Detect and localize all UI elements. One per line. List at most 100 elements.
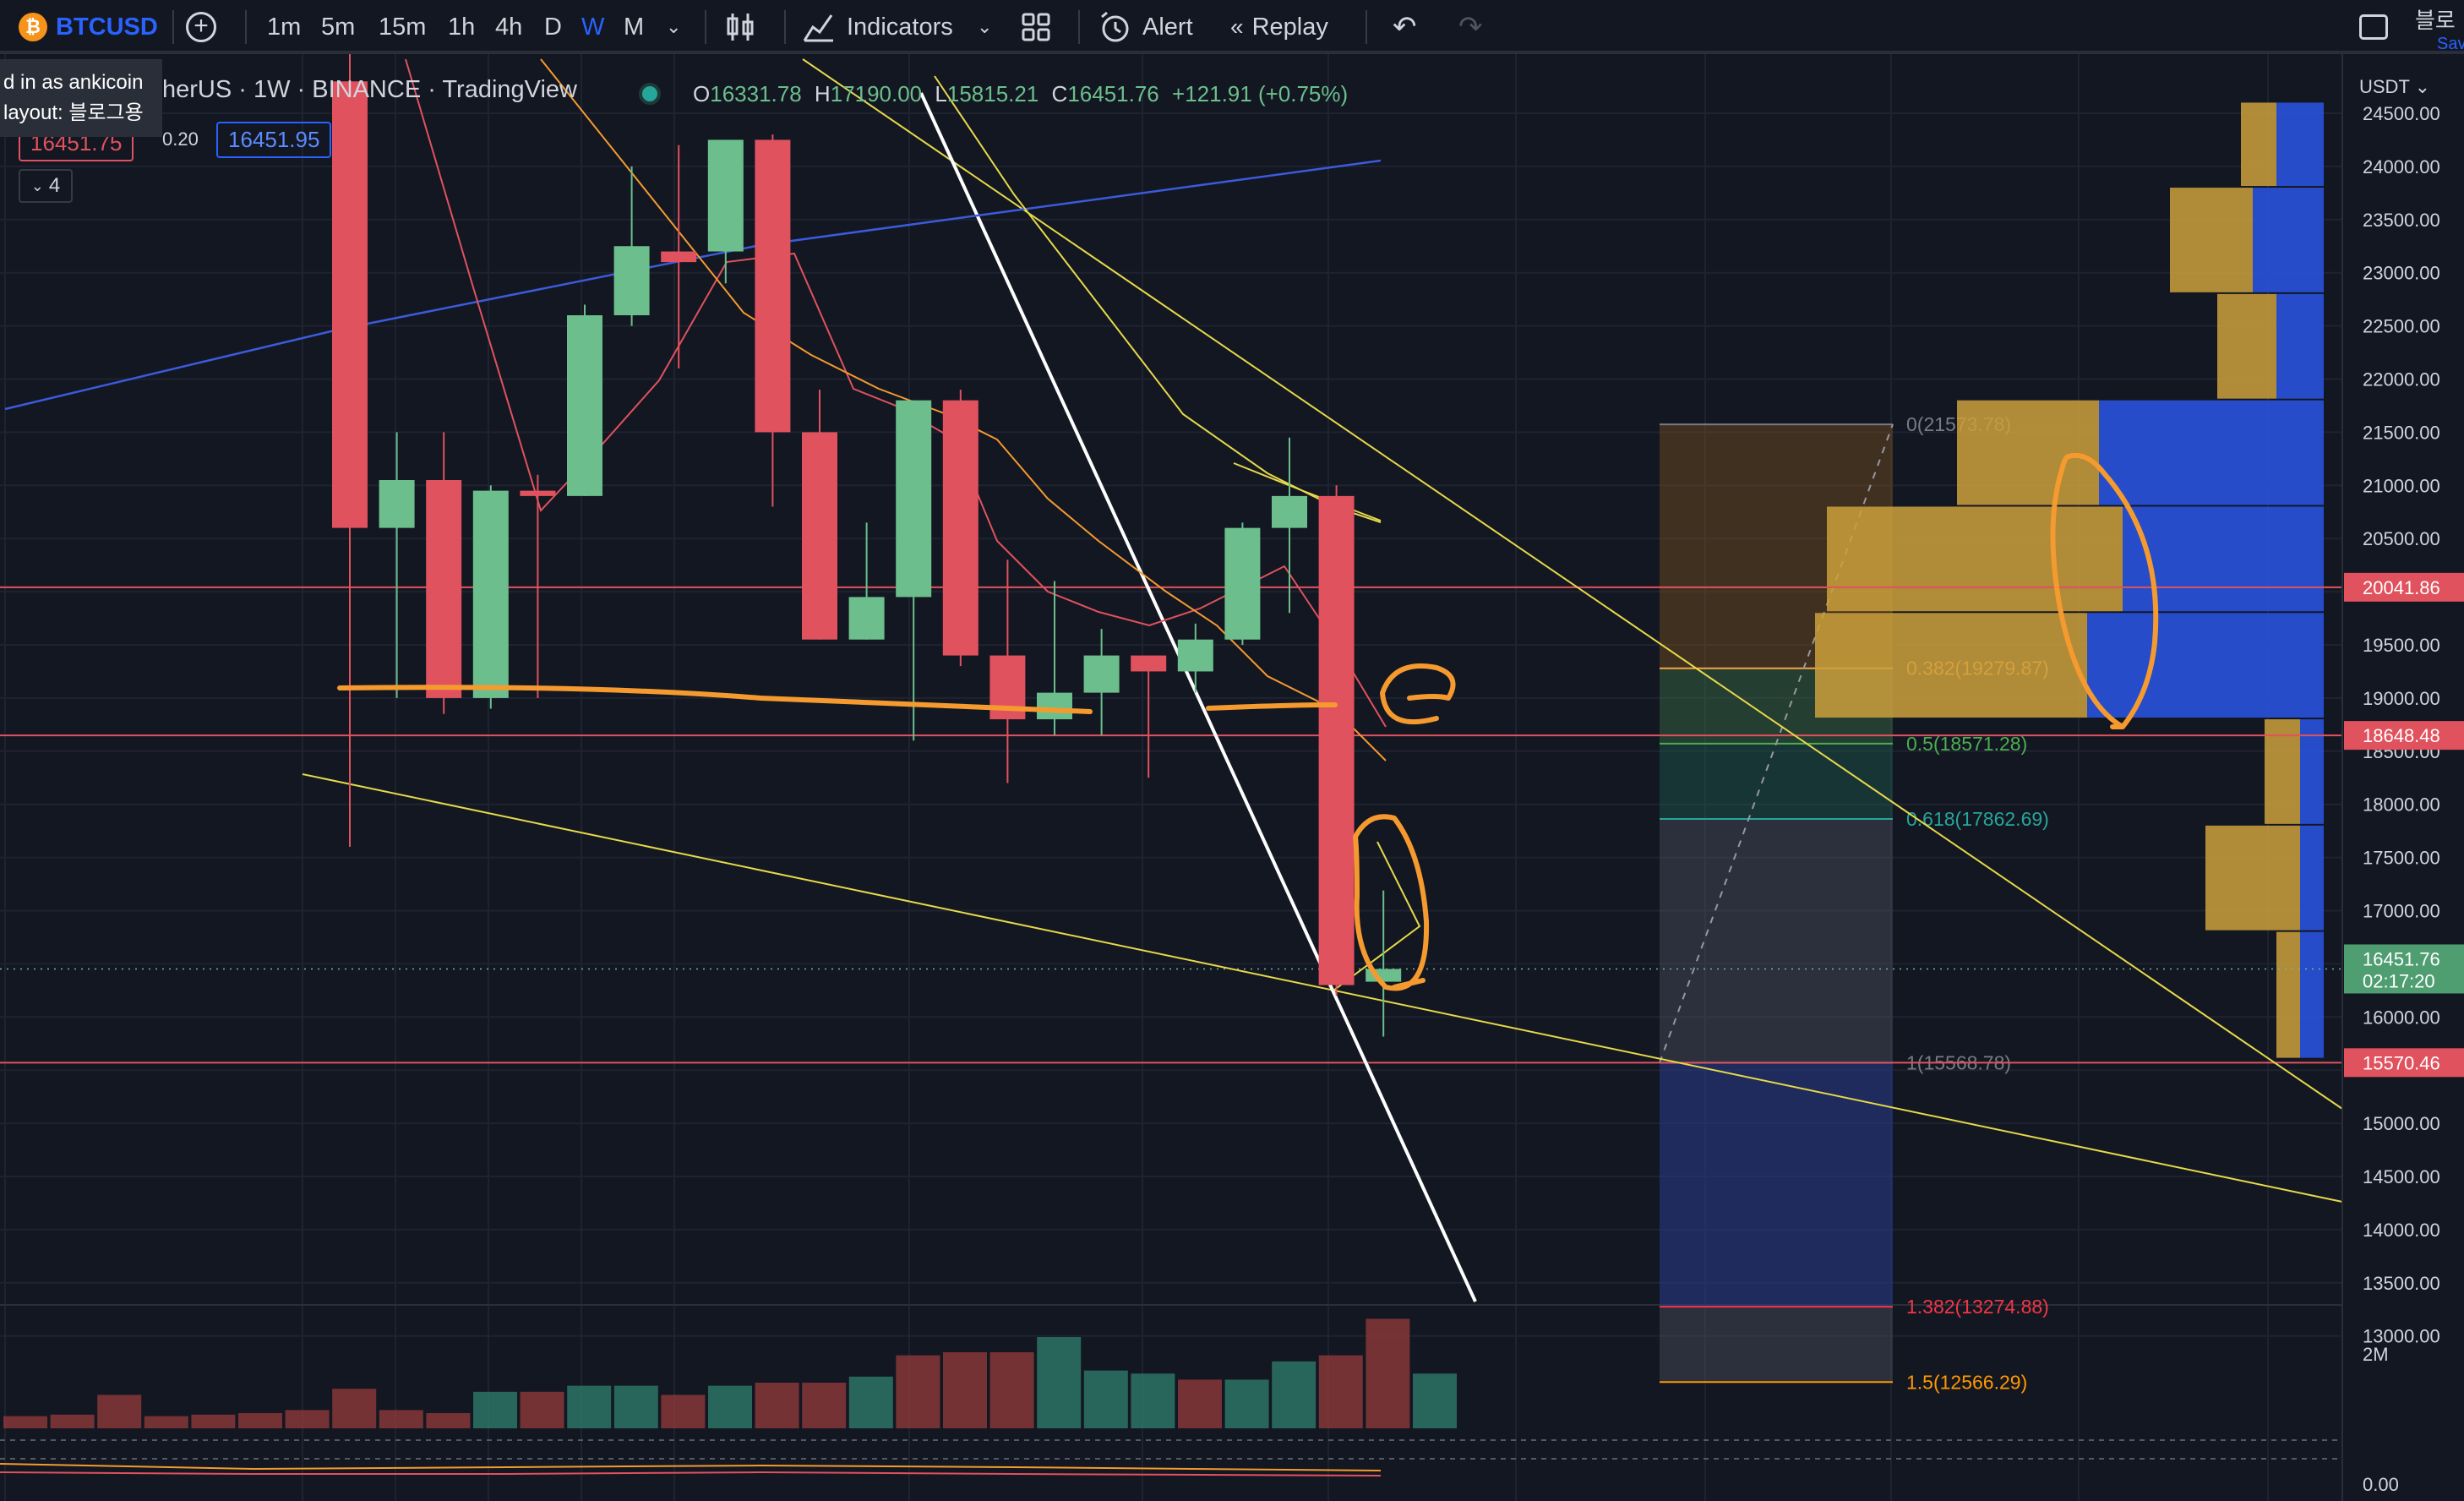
interval-dropdown[interactable]: ⌄	[666, 0, 681, 54]
volume-profile-bar-down	[2253, 188, 2324, 292]
price-tick-label: 19500.00	[2363, 635, 2440, 656]
chart-type-button[interactable]	[725, 0, 755, 54]
layout-name: 블로	[2415, 8, 2456, 33]
indicators-dropdown[interactable]: ⌄	[977, 0, 992, 54]
volume-profile-bar-down	[2276, 102, 2324, 187]
volume-profile-bar-up	[2241, 102, 2276, 187]
chevron-down-icon: ⌄	[666, 16, 682, 37]
price-tick-label: 17000.00	[2363, 901, 2440, 922]
circle-annotation	[1353, 814, 1430, 991]
price-tick-label: 16000.00	[2363, 1007, 2440, 1028]
oscillator-line	[0, 1471, 1382, 1476]
interval-4h[interactable]: 4h	[495, 0, 522, 54]
volume-profile-bar-down	[2300, 931, 2324, 1058]
support-underline	[337, 685, 1093, 714]
divider	[784, 10, 786, 44]
yellow-triangle	[1333, 841, 1421, 991]
price-tick-label: 15000.00	[2363, 1113, 2440, 1134]
candle-body-up	[707, 139, 744, 252]
top-toolbar: ₿ BTCUSD + 1m 5m 15m 1h 4h D W M ⌄ Indic…	[0, 0, 2464, 54]
interval-15m[interactable]: 15m	[379, 0, 426, 54]
interval-label: 1m	[267, 13, 302, 41]
volume-bar	[1272, 1361, 1316, 1428]
price-tick-label: 13500.00	[2363, 1273, 2440, 1294]
interval-5m[interactable]: 5m	[321, 0, 355, 54]
alert-button[interactable]: Alert	[1098, 0, 1193, 54]
price-tick-label: 21500.00	[2363, 422, 2440, 443]
price-tick-label: 14000.00	[2363, 1220, 2440, 1241]
fib-trend-line	[1659, 423, 1894, 1063]
price-tick-label: 23000.00	[2363, 263, 2440, 284]
chart-legend: herUS · 1W · BINANCE · TradingView	[162, 76, 577, 104]
price-tag-20041-bg	[2344, 572, 2464, 602]
tooltip-line-2: layout: 블로그용	[3, 101, 144, 124]
indicators-button[interactable]: Indicators	[803, 0, 953, 54]
price-tick-label: 24500.00	[2363, 103, 2440, 124]
volume-profile-bar-up	[2205, 825, 2300, 931]
volume-profile-bar-down	[2300, 719, 2324, 824]
divider	[1078, 10, 1080, 44]
candle-body-down	[1318, 495, 1355, 985]
volume-bar	[1366, 1318, 1410, 1428]
volume-profile-bar-up	[2276, 931, 2300, 1058]
volume-profile-bar-down	[2300, 825, 2324, 931]
interval-m[interactable]: M	[624, 0, 644, 54]
price-tick-label: 14500.00	[2363, 1166, 2440, 1187]
volume-profile-bar-up	[1815, 613, 2087, 718]
layout-button[interactable]	[1021, 0, 1051, 54]
volume-bar	[708, 1385, 752, 1428]
chart-area[interactable]: 0(21573.78)0.382(19279.87)0.5(18571.28)0…	[0, 54, 2464, 1501]
fullscreen-button[interactable]	[2359, 0, 2388, 54]
compare-add-button[interactable]: +	[186, 0, 216, 54]
volume-bar	[661, 1395, 706, 1428]
candle-body-down	[942, 400, 979, 656]
yellow-trendline	[802, 58, 2343, 1110]
currency-selector[interactable]: USDT ⌄	[2359, 76, 2430, 97]
volume-profile-bar-up	[2265, 719, 2300, 824]
white-trendline	[919, 92, 1477, 1302]
horizontal-lines[interactable]	[0, 586, 2342, 1064]
save-layout-button[interactable]: 블로 Sav	[2415, 3, 2464, 54]
volume-bar	[238, 1413, 282, 1428]
open-value: 16331.78	[710, 81, 802, 106]
replay-button[interactable]: « Replay	[1230, 0, 1328, 54]
candle-body-up	[1083, 655, 1120, 693]
symbol-label: BTCUSD	[56, 13, 158, 41]
volume-profile	[1815, 102, 2324, 1058]
interval-1h[interactable]: 1h	[448, 0, 475, 54]
volume-bar	[613, 1385, 658, 1428]
spread-value: 0.20	[162, 128, 199, 150]
price-tag-18648: 18648.48	[2363, 725, 2440, 746]
low-value: 15815.21	[946, 81, 1039, 106]
hand-drawn-annotations[interactable]	[337, 453, 2159, 991]
indicators-collapse-button[interactable]: ⌄ 4	[19, 169, 73, 203]
trendlines[interactable]	[4, 58, 2343, 1302]
interval-1m[interactable]: 1m	[267, 0, 301, 54]
price-tick-label: 22000.00	[2363, 369, 2440, 390]
undo-button[interactable]: ↶	[1393, 0, 1417, 54]
price-tag-18648-bg	[2344, 721, 2464, 750]
replay-label: Replay	[1251, 13, 1328, 41]
circle-annotation	[1380, 663, 1456, 725]
volume-bar	[1131, 1373, 1175, 1428]
price-axis-background	[2342, 54, 2464, 1501]
volume-bar	[3, 1416, 47, 1428]
indicators-icon	[803, 14, 833, 42]
close-label: C	[1051, 81, 1068, 106]
grid-layout-icon	[1022, 13, 1050, 41]
volume-bar	[1413, 1373, 1457, 1428]
interval-w[interactable]: W	[581, 0, 604, 54]
interval-d[interactable]: D	[544, 0, 562, 54]
interval-label: 1h	[448, 13, 476, 41]
alert-label: Alert	[1142, 13, 1193, 41]
candle-body-up	[1177, 639, 1213, 672]
redo-button[interactable]: ↷	[1458, 0, 1483, 54]
interval-label: W	[581, 13, 605, 41]
volume-bar	[191, 1414, 236, 1428]
candle-body-down	[755, 139, 791, 433]
price-axis[interactable]: USDT ⌄ 24500.00 24000.00 23500.00 23000.00 22…	[2341, 54, 2464, 1501]
buy-button[interactable]: 16451.95	[216, 122, 332, 158]
symbol-selector[interactable]: ₿ BTCUSD	[19, 0, 158, 54]
ohlc-values: O16331.78 H17190.00 L15815.21 C16451.76 …	[693, 81, 1348, 107]
current-price-tag: 16451.76	[2363, 948, 2440, 969]
